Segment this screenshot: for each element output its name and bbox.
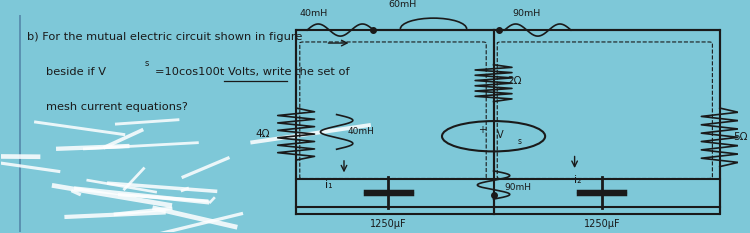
Text: s: s bbox=[145, 59, 149, 68]
Text: 2Ω: 2Ω bbox=[507, 76, 521, 86]
Text: 4Ω: 4Ω bbox=[256, 129, 270, 139]
Text: s: s bbox=[518, 137, 522, 146]
Text: mesh current equations?: mesh current equations? bbox=[46, 102, 188, 112]
Text: beside if V: beside if V bbox=[46, 67, 106, 77]
Text: 90mH: 90mH bbox=[505, 183, 532, 192]
Text: b) For the mutual electric circuit shown in figure: b) For the mutual electric circuit shown… bbox=[27, 32, 302, 42]
Text: V: V bbox=[497, 130, 504, 140]
Text: i₁: i₁ bbox=[326, 180, 333, 190]
Text: 40mH: 40mH bbox=[348, 127, 374, 136]
Text: 60mH: 60mH bbox=[388, 0, 416, 10]
Text: 90mH: 90mH bbox=[512, 9, 540, 18]
Text: +: + bbox=[478, 125, 487, 135]
Text: 40mH: 40mH bbox=[300, 9, 328, 18]
Text: i₂: i₂ bbox=[574, 175, 582, 185]
Text: 1250μF: 1250μF bbox=[584, 219, 620, 229]
Text: 5Ω: 5Ω bbox=[733, 132, 748, 142]
Text: =10cos100t Volts, write the set of: =10cos100t Volts, write the set of bbox=[154, 67, 350, 77]
Text: 1250μF: 1250μF bbox=[370, 219, 407, 229]
